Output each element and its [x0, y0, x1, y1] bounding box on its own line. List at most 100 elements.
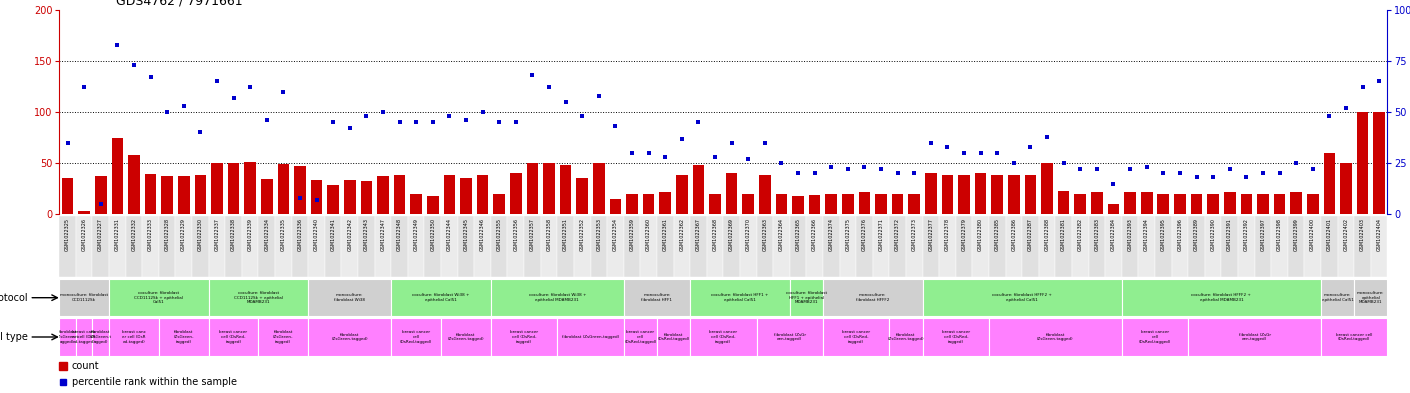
- Bar: [859, 192, 870, 214]
- Text: GSM1022387: GSM1022387: [1028, 218, 1034, 251]
- Point: [89, 201, 111, 207]
- Bar: [1287, 216, 1304, 277]
- Bar: [178, 176, 189, 214]
- Bar: [393, 175, 406, 214]
- Bar: [790, 279, 823, 316]
- Bar: [508, 216, 525, 277]
- Text: fibroblast
(ZsGreen-
tagged): fibroblast (ZsGreen- tagged): [274, 331, 293, 343]
- Text: protocol: protocol: [0, 293, 28, 303]
- Text: GSM1022339: GSM1022339: [248, 218, 252, 251]
- Text: breast cancer
cell (DsRed-
tagged): breast cancer cell (DsRed- tagged): [842, 331, 870, 343]
- Text: fibroblast
(ZsGreen-tagged): fibroblast (ZsGreen-tagged): [331, 333, 368, 341]
- Text: GSM1022390: GSM1022390: [1211, 218, 1215, 251]
- Text: GSM1022356: GSM1022356: [513, 218, 519, 251]
- Text: coculture: fibroblast
HFF1 + epithelial
MDAMB231: coculture: fibroblast HFF1 + epithelial …: [785, 291, 826, 304]
- Text: coculture: fibroblast
CCD1112Sk + epithelial
Cal51: coculture: fibroblast CCD1112Sk + epithe…: [134, 291, 183, 304]
- Bar: [689, 318, 757, 356]
- Bar: [375, 216, 392, 277]
- Bar: [560, 165, 571, 214]
- Point: [238, 84, 261, 91]
- Text: monoculture: fibroblast
CCD1112Sk: monoculture: fibroblast CCD1112Sk: [61, 294, 109, 302]
- Bar: [922, 318, 988, 356]
- Point: [770, 160, 792, 166]
- Bar: [159, 318, 209, 356]
- Bar: [907, 216, 922, 277]
- Bar: [209, 279, 309, 316]
- Bar: [689, 279, 790, 316]
- Bar: [192, 216, 209, 277]
- Bar: [424, 216, 441, 277]
- Bar: [427, 196, 439, 214]
- Text: breast cancer
cell (DsRed-
tagged): breast cancer cell (DsRed- tagged): [220, 331, 248, 343]
- Bar: [839, 216, 856, 277]
- Text: monoculture:
epithelial
MDAMB231: monoculture: epithelial MDAMB231: [1356, 291, 1385, 304]
- Point: [388, 119, 410, 125]
- Bar: [491, 279, 623, 316]
- Point: [355, 113, 378, 119]
- Point: [1003, 160, 1025, 166]
- Bar: [175, 216, 192, 277]
- Text: GSM1022338: GSM1022338: [231, 218, 235, 251]
- Bar: [159, 216, 175, 277]
- Point: [787, 170, 809, 176]
- Text: GSM1022358: GSM1022358: [547, 218, 551, 251]
- Bar: [1373, 112, 1385, 214]
- Bar: [1189, 216, 1204, 277]
- Bar: [792, 196, 804, 214]
- Bar: [1039, 216, 1055, 277]
- Point: [870, 166, 893, 173]
- Text: GSM1022357: GSM1022357: [530, 218, 534, 251]
- Text: GSM1022386: GSM1022386: [1011, 218, 1017, 251]
- Bar: [626, 194, 637, 214]
- Point: [372, 109, 395, 115]
- Bar: [1124, 192, 1136, 214]
- Bar: [1241, 194, 1252, 214]
- Text: coculture: fibroblast
CCD1112Sk + epithelial
MDAMB231: coculture: fibroblast CCD1112Sk + epithe…: [234, 291, 283, 304]
- Point: [1152, 170, 1175, 176]
- Bar: [743, 194, 754, 214]
- Point: [936, 143, 959, 150]
- Bar: [1356, 112, 1368, 214]
- Bar: [776, 194, 787, 214]
- Bar: [258, 216, 275, 277]
- Point: [620, 150, 643, 156]
- Bar: [890, 216, 907, 277]
- Bar: [358, 216, 375, 277]
- Bar: [1158, 194, 1169, 214]
- Point: [970, 150, 993, 156]
- Text: breast cancer
cell (DsRed-
tagged): breast cancer cell (DsRed- tagged): [709, 331, 737, 343]
- Bar: [1025, 175, 1036, 214]
- Bar: [577, 178, 588, 214]
- Bar: [1058, 191, 1070, 214]
- Bar: [574, 216, 591, 277]
- Bar: [491, 216, 508, 277]
- Bar: [991, 175, 1003, 214]
- Text: GSM1022402: GSM1022402: [1344, 218, 1348, 251]
- Bar: [407, 216, 424, 277]
- Bar: [1175, 194, 1186, 214]
- Bar: [491, 318, 557, 356]
- Bar: [973, 216, 988, 277]
- Text: GSM1022398: GSM1022398: [1277, 218, 1282, 251]
- Text: coculture: fibroblast HFF1 +
epithelial Cal51: coculture: fibroblast HFF1 + epithelial …: [711, 294, 768, 302]
- Point: [704, 154, 726, 160]
- Text: GSM1022403: GSM1022403: [1361, 218, 1365, 251]
- Bar: [460, 178, 472, 214]
- Text: GSM1022361: GSM1022361: [663, 218, 668, 251]
- Point: [1301, 166, 1324, 173]
- Point: [1118, 166, 1141, 173]
- Bar: [76, 216, 93, 277]
- Text: GSM1022371: GSM1022371: [878, 218, 884, 251]
- Text: monoculture:
epithelial Cal51: monoculture: epithelial Cal51: [1321, 294, 1354, 302]
- Bar: [660, 192, 671, 214]
- Point: [1335, 105, 1358, 111]
- Bar: [1224, 192, 1235, 214]
- Bar: [557, 216, 574, 277]
- Text: GSM1022384: GSM1022384: [1111, 218, 1115, 251]
- Point: [537, 84, 560, 91]
- Bar: [1005, 216, 1022, 277]
- Text: breast cancer cell
(DsRed-tagged): breast cancer cell (DsRed-tagged): [1337, 333, 1372, 341]
- Bar: [93, 216, 109, 277]
- Text: percentile rank within the sample: percentile rank within the sample: [72, 377, 237, 387]
- Bar: [1141, 192, 1152, 214]
